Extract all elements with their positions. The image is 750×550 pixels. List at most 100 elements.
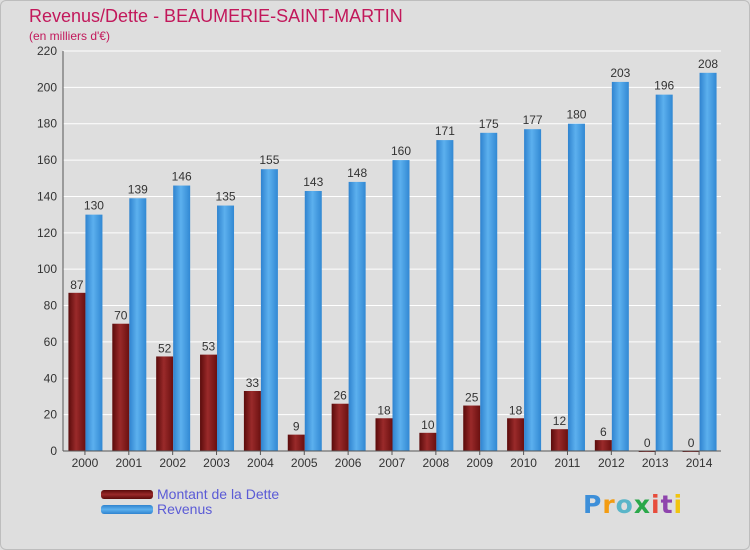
data-label-dette: 26	[333, 389, 347, 403]
logo-letter: r	[602, 490, 616, 519]
data-label-revenus: 208	[698, 57, 718, 71]
y-tick-label: 100	[37, 262, 57, 276]
x-tick-label: 2003	[203, 456, 230, 470]
x-tick-label: 2005	[291, 456, 318, 470]
bar-dette	[594, 440, 612, 451]
x-tick-label: 2004	[247, 456, 274, 470]
logo-letter: P	[583, 490, 603, 519]
x-tick-label: 2001	[115, 456, 142, 470]
data-label-dette: 52	[158, 341, 172, 355]
logo-letter: t	[660, 490, 674, 519]
x-tick-label: 2009	[466, 456, 493, 470]
bar-revenus	[392, 160, 410, 451]
bar-revenus	[567, 123, 585, 452]
data-label-dette: 18	[509, 403, 523, 417]
bar-revenus	[129, 198, 147, 451]
bar-revenus	[260, 169, 278, 451]
bar-dette	[287, 434, 305, 451]
data-label-dette: 53	[202, 340, 216, 354]
data-label-revenus: 146	[172, 170, 192, 184]
legend-label-revenus: Revenus	[157, 501, 213, 517]
y-tick-label: 180	[37, 117, 57, 131]
chart-subtitle: (en milliers d'€)	[29, 29, 110, 43]
logo-letter: i	[673, 490, 684, 519]
data-label-revenus: 175	[479, 117, 499, 131]
logo-letter: x	[633, 490, 651, 519]
data-label-dette: 6	[600, 425, 607, 439]
data-label-revenus: 180	[566, 108, 586, 122]
bar-revenus	[85, 214, 103, 451]
legend-swatch-revenus	[101, 505, 153, 514]
logo-letter: o	[615, 490, 634, 519]
legend-label-dette: Montant de la Dette	[157, 486, 280, 502]
x-tick-label: 2002	[159, 456, 186, 470]
x-tick-label: 2012	[598, 456, 625, 470]
y-tick-label: 160	[37, 153, 57, 167]
y-tick-label: 80	[44, 299, 58, 313]
y-tick-label: 20	[44, 408, 58, 422]
bar-revenus	[173, 185, 191, 451]
x-tick-label: 2011	[555, 456, 581, 470]
bar-revenus	[480, 132, 498, 451]
bar-revenus	[524, 129, 542, 451]
y-tick-label: 220	[37, 44, 57, 58]
data-label-revenus: 130	[84, 199, 104, 213]
data-label-dette: 9	[293, 420, 300, 434]
data-label-revenus: 177	[523, 113, 543, 127]
data-label-dette: 0	[688, 436, 695, 450]
bar-dette	[68, 292, 86, 451]
y-tick-label: 120	[37, 226, 57, 240]
data-label-dette: 10	[421, 418, 435, 432]
data-label-dette: 12	[553, 414, 567, 428]
bar-dette	[331, 403, 349, 451]
data-label-revenus: 135	[216, 190, 236, 204]
y-tick-label: 60	[44, 335, 58, 349]
bar-revenus	[304, 191, 322, 451]
y-tick-label: 40	[44, 371, 58, 385]
x-tick-label: 2014	[686, 456, 713, 470]
chart-title: Revenus/Dette - BEAUMERIE-SAINT-MARTIN	[29, 6, 403, 26]
bar-revenus	[699, 72, 717, 452]
data-label-revenus: 143	[303, 175, 323, 189]
y-tick-label: 200	[37, 80, 57, 94]
data-label-revenus: 148	[347, 166, 367, 180]
legend-swatch-dette	[101, 490, 153, 499]
bar-revenus	[436, 140, 454, 451]
bar-revenus	[655, 94, 673, 452]
bar-dette	[200, 354, 218, 451]
bar-dette	[419, 432, 437, 451]
bar-dette	[550, 429, 568, 451]
data-label-dette: 87	[70, 278, 84, 292]
bar-dette	[156, 356, 174, 451]
y-tick-label: 140	[37, 189, 57, 203]
proxiti-logo: Proxiti	[583, 490, 683, 519]
data-label-revenus: 139	[128, 182, 148, 196]
bar-dette	[243, 391, 261, 451]
y-tick-label: 0	[50, 444, 57, 458]
x-tick-label: 2008	[423, 456, 450, 470]
data-label-dette: 18	[377, 403, 391, 417]
bar-dette	[112, 323, 130, 451]
x-tick-label: 2006	[335, 456, 362, 470]
logo-letter: i	[651, 490, 661, 519]
x-tick-label: 2000	[72, 456, 99, 470]
bar-revenus	[217, 205, 235, 451]
data-label-revenus: 171	[435, 124, 455, 138]
bar-dette	[375, 418, 393, 451]
data-label-revenus: 203	[610, 66, 630, 80]
data-label-revenus: 160	[391, 144, 411, 158]
x-tick-label: 2013	[642, 456, 669, 470]
data-label-dette: 0	[644, 436, 651, 450]
x-tick-label: 2010	[510, 456, 537, 470]
data-label-dette: 25	[465, 391, 479, 405]
bar-revenus	[611, 81, 629, 451]
x-tick-label: 2007	[379, 456, 406, 470]
data-label-revenus: 155	[259, 153, 279, 167]
data-label-dette: 33	[246, 376, 260, 390]
bar-revenus	[348, 181, 366, 451]
bar-dette	[463, 405, 481, 451]
bar-dette	[507, 418, 525, 451]
data-label-revenus: 196	[654, 79, 674, 93]
